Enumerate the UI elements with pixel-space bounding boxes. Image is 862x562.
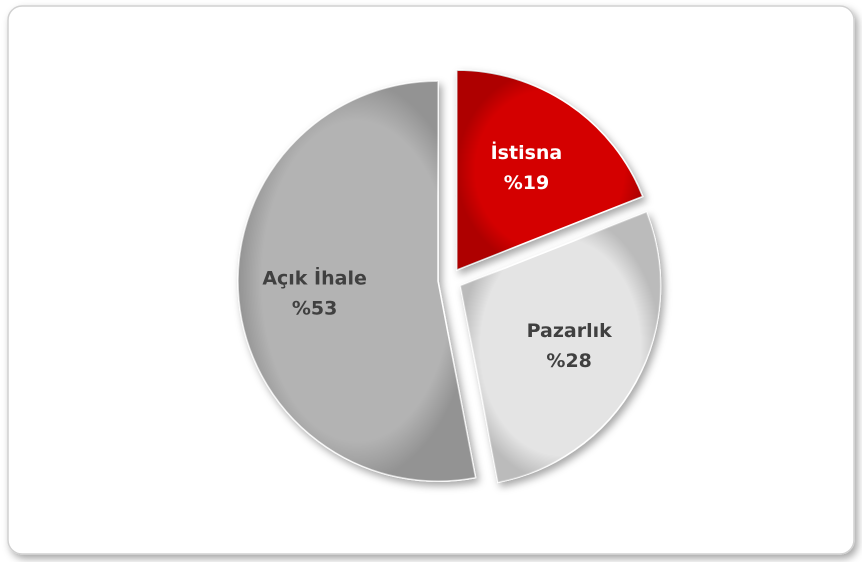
slice-value-label: %53 <box>292 297 337 319</box>
slice-value-label: %28 <box>546 350 591 372</box>
slice-category-label: İstisna <box>491 140 563 164</box>
slice-category-label: Açık İhale <box>262 265 367 289</box>
slice-category-label: Pazarlık <box>527 320 613 342</box>
slice-value-label: %19 <box>504 172 549 194</box>
pie <box>237 69 662 484</box>
slice-shading <box>456 70 643 271</box>
slice-shading <box>238 81 476 482</box>
slice-shading <box>460 212 661 483</box>
